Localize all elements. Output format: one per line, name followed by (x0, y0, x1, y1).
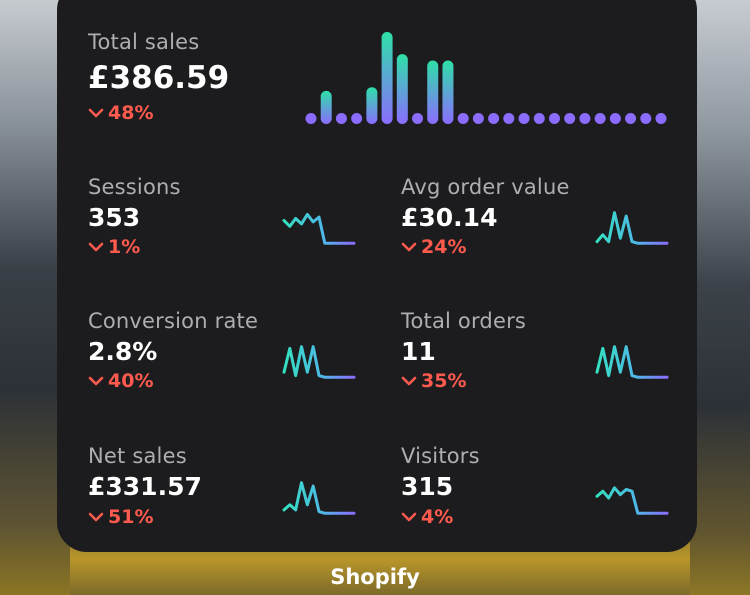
sessions-value: 353 (88, 203, 141, 232)
sales-bar (335, 113, 347, 124)
sales-bar (579, 113, 591, 124)
chevron-down-icon (401, 512, 417, 522)
sales-bar (472, 113, 484, 124)
sales-bar (640, 113, 652, 124)
total-sales-value: £386.59 (88, 60, 230, 96)
chevron-down-icon (401, 242, 417, 252)
total-orders-sparkline (595, 345, 669, 379)
sales-bar (320, 90, 332, 124)
total-orders-value: 11 (401, 337, 436, 366)
sparkline-path (595, 486, 669, 515)
sparkline-path (282, 212, 356, 245)
sales-bar (351, 113, 363, 124)
sales-bar (564, 113, 576, 124)
sales-bar (366, 87, 378, 124)
visitors-value: 315 (401, 472, 454, 501)
sales-bar (503, 113, 515, 124)
sales-bar (594, 113, 606, 124)
conversion-rate-change-value: 40% (108, 370, 154, 392)
sales-bar (625, 113, 637, 124)
sales-bar (488, 113, 500, 124)
sessions-sparkline (282, 212, 356, 245)
sales-bar (548, 113, 560, 124)
total-orders-label: Total orders (401, 309, 527, 333)
visitors-sparkline (595, 486, 669, 515)
total-sales-change-value: 48% (108, 102, 154, 124)
conversion-rate-label: Conversion rate (88, 309, 259, 333)
sales-bar (655, 113, 667, 124)
visitors-label: Visitors (401, 444, 480, 468)
sales-bar (381, 32, 393, 124)
avg-order-value-change-value: 24% (421, 236, 467, 258)
conversion-rate-value: 2.8% (88, 337, 158, 366)
chevron-down-icon (88, 108, 104, 118)
net-sales-value: £331.57 (88, 472, 202, 501)
total-sales-label: Total sales (88, 30, 200, 54)
sales-bar (442, 60, 454, 124)
sales-bar (396, 54, 408, 124)
total-sales-change: 48% (88, 102, 153, 124)
conversion-rate-sparkline (282, 345, 356, 379)
total-orders-change: 35% (401, 370, 466, 392)
sessions-label: Sessions (88, 175, 181, 199)
sessions-change-value: 1% (108, 236, 141, 258)
avg-order-value-value: £30.14 (401, 203, 498, 232)
sparkline-path (595, 211, 669, 245)
net-sales-label: Net sales (88, 444, 187, 468)
app-name-label: Shopify (330, 565, 420, 589)
net-sales-change: 51% (88, 506, 153, 528)
total-sales-bar-chart (305, 32, 667, 124)
sparkline-path (282, 481, 356, 515)
total-orders-change-value: 35% (421, 370, 467, 392)
sales-bar (305, 113, 317, 124)
net-sales-change-value: 51% (108, 506, 154, 528)
shopify-widget[interactable]: Total sales £386.59 48% Sessions 353 1% … (57, 0, 697, 552)
sales-bar (427, 60, 439, 124)
visitors-change-value: 4% (421, 506, 454, 528)
sales-bar (533, 113, 545, 124)
visitors-change: 4% (401, 506, 453, 528)
sales-bar (412, 113, 424, 124)
chevron-down-icon (88, 512, 104, 522)
avg-order-value-change: 24% (401, 236, 466, 258)
sessions-change: 1% (88, 236, 140, 258)
net-sales-sparkline (282, 481, 356, 515)
conversion-rate-change: 40% (88, 370, 153, 392)
chevron-down-icon (401, 376, 417, 386)
sales-bar (609, 113, 621, 124)
sparkline-path (282, 345, 356, 379)
sales-bar (518, 113, 530, 124)
sparkline-path (595, 345, 669, 379)
sales-bar (457, 113, 469, 124)
wallpaper-right (690, 0, 750, 595)
avg-order-value-sparkline (595, 211, 669, 245)
chevron-down-icon (88, 376, 104, 386)
avg-order-value-label: Avg order value (401, 175, 570, 199)
chevron-down-icon (88, 242, 104, 252)
